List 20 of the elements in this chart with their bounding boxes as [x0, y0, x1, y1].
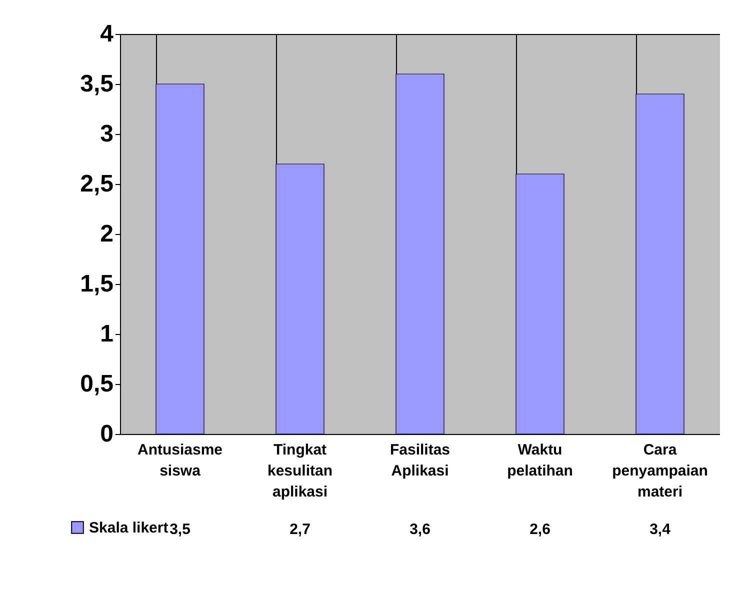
y-tick-label: 3: [100, 120, 114, 148]
data-label: 2,7: [290, 521, 310, 538]
data-label: 2,6: [530, 521, 550, 538]
y-tick-label: 2,5: [80, 170, 114, 198]
y-tick-label: 0: [100, 420, 114, 448]
x-tick-label: Antusiasme siswa: [137, 442, 223, 480]
x-tick-label: Waktu pelatihan: [507, 442, 573, 480]
data-label: 3,6: [410, 521, 430, 538]
legend-label: Skala likert: [89, 520, 168, 536]
y-tick-label: 1,5: [80, 270, 114, 298]
x-tick-label: Tingkat kesulitan aplikasi: [267, 442, 333, 500]
y-tick-label: 3,5: [80, 70, 114, 98]
y-tick-label: 2: [100, 220, 114, 248]
y-tick-label: 1: [100, 320, 114, 348]
y-tick-label: 0,5: [80, 370, 114, 398]
x-tick-label: Fasilitas Aplikasi: [390, 442, 450, 480]
y-tick-label: 4: [100, 20, 114, 48]
x-tick-label: Cara penyampaian materi: [612, 442, 708, 500]
data-label: 3,5: [170, 521, 190, 538]
data-label: 3,4: [650, 521, 672, 538]
